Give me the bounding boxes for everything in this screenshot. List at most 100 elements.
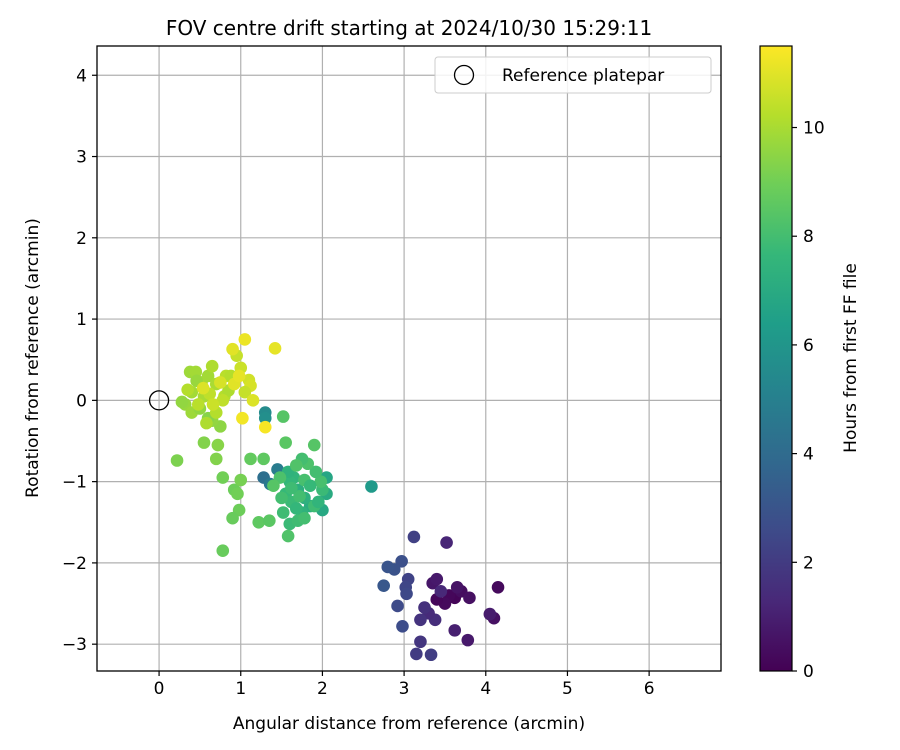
y-tick-label: 3 — [76, 148, 87, 168]
y-tick-label: −3 — [62, 635, 87, 655]
data-point — [200, 416, 213, 430]
data-point — [206, 398, 220, 411]
data-point — [211, 438, 225, 452]
data-point — [461, 633, 475, 647]
data-point — [395, 554, 408, 568]
y-axis-label: Rotation from reference (arcmin) — [23, 218, 43, 498]
colorbar-label: Hours from first FF file — [841, 263, 861, 453]
data-point — [236, 411, 249, 425]
data-point — [491, 580, 505, 594]
legend-entry-reference-platepar: Reference platepar — [502, 66, 664, 86]
data-point — [209, 452, 223, 466]
data-point — [281, 529, 295, 543]
colorbar-tick-label: 0 — [803, 662, 814, 682]
data-point — [400, 587, 413, 601]
data-point — [430, 572, 444, 586]
data-point — [234, 473, 248, 487]
data-point — [279, 436, 292, 449]
data-point — [216, 471, 230, 484]
data-point — [381, 560, 395, 574]
data-point — [216, 544, 230, 558]
data-point — [276, 506, 290, 519]
x-tick-label: 5 — [562, 679, 573, 699]
data-point — [450, 580, 464, 594]
data-point — [252, 515, 266, 529]
data-point — [434, 585, 448, 598]
plot-frame — [96, 45, 722, 672]
y-tick-label: 0 — [76, 391, 87, 411]
data-point — [377, 579, 390, 592]
data-point — [258, 420, 272, 434]
x-axis-ticks: 0 1 2 3 4 5 6 — [154, 671, 655, 699]
data-points — [170, 333, 505, 662]
data-point — [365, 480, 378, 493]
data-point — [257, 452, 270, 466]
data-point — [440, 536, 453, 549]
y-tick-label: −1 — [62, 473, 87, 493]
data-point — [170, 454, 184, 467]
data-point — [285, 481, 298, 495]
y-tick-label: 2 — [76, 229, 87, 249]
data-point — [216, 394, 230, 407]
data-point — [289, 502, 303, 515]
data-point — [275, 491, 288, 505]
data-point — [205, 359, 219, 373]
data-point — [309, 465, 323, 479]
data-point — [410, 647, 423, 661]
data-point — [414, 635, 427, 649]
colorbar-tick-label: 6 — [803, 336, 814, 356]
data-point — [276, 410, 290, 423]
data-point — [214, 376, 227, 389]
x-tick-label: 2 — [317, 679, 328, 699]
data-point — [258, 411, 272, 425]
data-point — [391, 599, 404, 613]
data-point — [396, 619, 409, 633]
data-point — [407, 530, 421, 544]
data-point — [424, 648, 438, 662]
data-point — [267, 479, 280, 492]
data-point — [238, 385, 252, 399]
data-point — [263, 514, 276, 527]
data-point — [314, 475, 328, 488]
data-point — [226, 342, 239, 356]
data-point — [448, 624, 462, 637]
data-point — [246, 394, 260, 407]
y-axis-ticks: −3 −2 −1 0 1 2 3 4 — [62, 66, 97, 655]
data-point — [268, 342, 282, 355]
data-point — [303, 479, 317, 492]
data-point — [418, 601, 431, 614]
data-point — [293, 489, 306, 503]
x-tick-label: 1 — [235, 679, 246, 699]
x-tick-label: 4 — [480, 679, 491, 699]
data-point — [191, 398, 205, 411]
colorbar-tick-label: 2 — [803, 553, 814, 573]
data-point — [232, 369, 246, 383]
data-point — [463, 591, 476, 605]
legend: Reference platepar — [434, 56, 712, 94]
y-tick-label: 4 — [76, 66, 87, 86]
colorbar-tick-label: 10 — [803, 119, 825, 139]
data-point — [483, 607, 497, 621]
colorbar-ticks: 0 2 4 6 8 10 — [792, 119, 825, 682]
data-point — [289, 459, 303, 472]
data-point — [238, 333, 252, 346]
data-point — [312, 495, 325, 509]
data-point — [197, 436, 211, 449]
data-point — [196, 381, 210, 395]
x-tick-label: 0 — [154, 679, 165, 699]
data-point — [226, 511, 239, 525]
data-point — [307, 438, 321, 452]
reference-platepar-marker — [148, 390, 170, 411]
data-point — [414, 613, 427, 627]
colorbar-tick-label: 8 — [803, 227, 814, 247]
legend-box — [434, 56, 712, 94]
data-point — [201, 369, 215, 383]
data-point — [298, 511, 311, 525]
chart-title: FOV centre drift starting at 2024/10/30 … — [166, 16, 652, 40]
y-tick-label: −2 — [62, 554, 87, 574]
x-axis-label: Angular distance from reference (arcmin) — [233, 714, 585, 734]
reference-marker-group — [148, 390, 170, 411]
legend-marker — [453, 64, 475, 86]
colorbar-tick-label: 4 — [803, 445, 814, 465]
